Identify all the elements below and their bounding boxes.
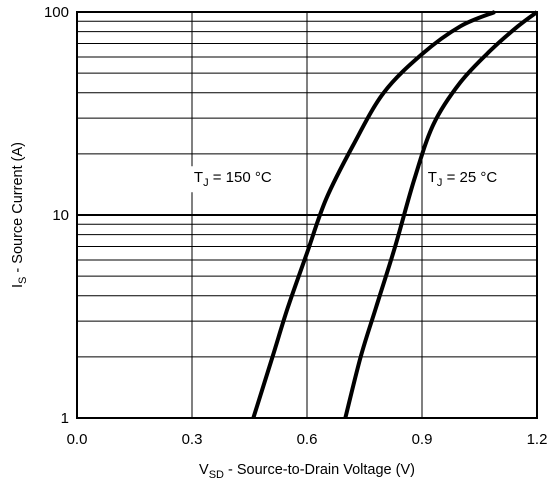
grid-lines <box>77 12 537 418</box>
curve-150c-label-rest: = 150 °C <box>209 169 272 186</box>
x-axis-label-main: V <box>199 462 209 478</box>
curve-25c-label-main: T <box>428 169 437 186</box>
x-tick-label: 0.9 <box>412 431 433 448</box>
curve-150c-label-main: T <box>194 169 203 186</box>
curve-25c-label-rest: = 25 °C <box>442 169 497 186</box>
y-tick-label: 100 <box>44 4 69 21</box>
y-axis-label-sub: S <box>17 277 29 284</box>
x-tick-label: 1.2 <box>527 431 548 448</box>
plot-frame <box>76 11 538 419</box>
x-tick-labels: 0.0 0.3 0.6 0.9 1.2 <box>67 431 548 448</box>
curve-150c-label-background <box>189 166 276 193</box>
x-tick-label: 0.6 <box>297 431 318 448</box>
curve-25c-label: TJ = 25 °C <box>428 169 498 189</box>
y-axis-label-main: I <box>10 284 26 288</box>
curve-150c-label-sub: J <box>203 177 209 189</box>
x-tick-label: 0.3 <box>182 431 203 448</box>
y-axis-label: IS - Source Current (A) <box>10 142 29 288</box>
curve-25c-label-background <box>423 166 502 193</box>
x-axis-label-sub: SD <box>209 469 224 481</box>
curves <box>251 10 539 419</box>
curve-150c-label: TJ = 150 °C <box>194 169 272 189</box>
curve-25c <box>343 10 539 419</box>
x-tick-label: 0.0 <box>67 431 88 448</box>
y-tick-label: 10 <box>52 207 69 224</box>
y-axis-label-rest: - Source Current (A) <box>10 142 26 277</box>
x-axis-label: VSD - Source-to-Drain Voltage (V) <box>199 462 415 481</box>
curve-150c <box>251 10 496 419</box>
curve-25c-label-sub: J <box>437 177 443 189</box>
x-axis-label-rest: - Source-to-Drain Voltage (V) <box>224 462 415 478</box>
y-tick-labels: 1 10 100 <box>44 4 69 427</box>
y-tick-label: 1 <box>61 410 69 427</box>
